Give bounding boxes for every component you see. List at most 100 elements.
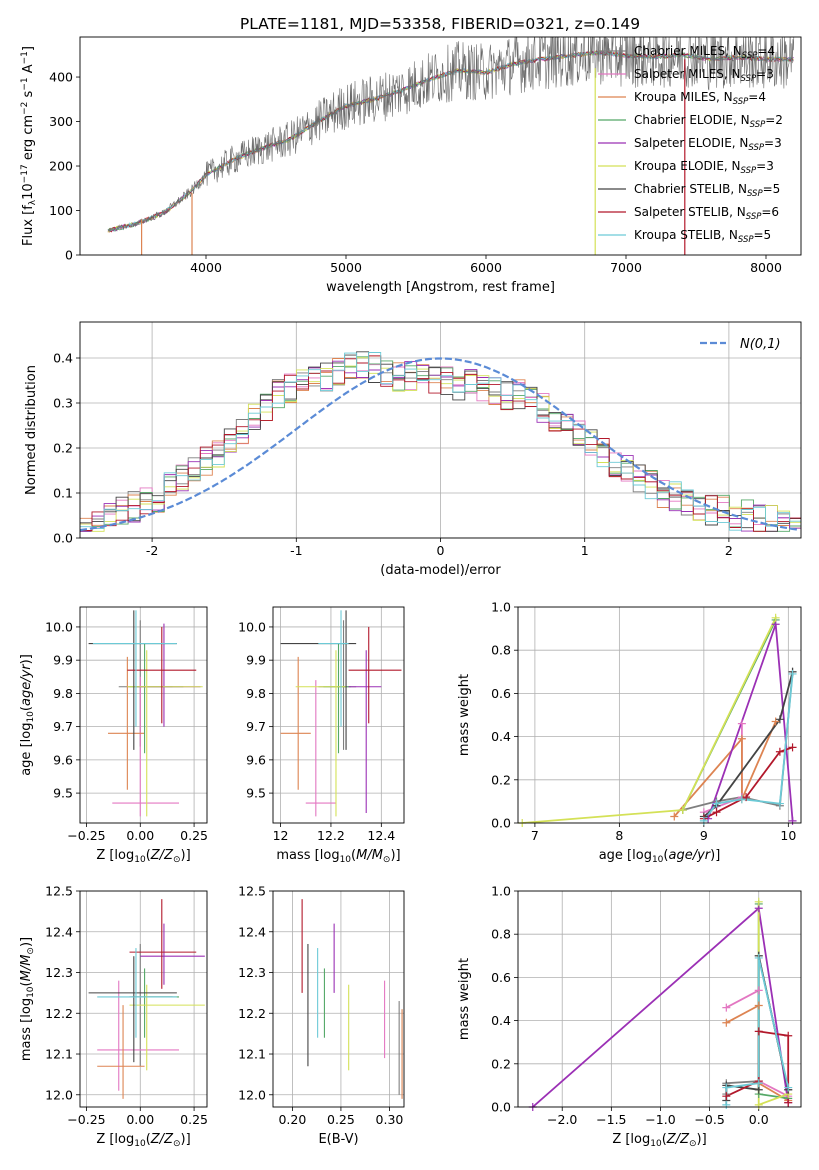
y-tick-label: 9.6 bbox=[246, 752, 266, 767]
x-axis-label-part: ⊙ bbox=[689, 1139, 697, 1149]
x-tick-label: 10 bbox=[780, 828, 796, 843]
x-tick-label: −1.5 bbox=[596, 1112, 626, 1127]
y-tick-label: 12.4 bbox=[238, 924, 266, 939]
x-axis-label: mass [log10(M/M⊙)] bbox=[276, 848, 400, 865]
x-axis-label: Z [log10(Z/Z⊙)] bbox=[96, 1132, 190, 1149]
y-tick-label: 10.0 bbox=[45, 619, 73, 634]
x-tick-label: 4000 bbox=[190, 260, 222, 275]
plot-area-age_vs_mass bbox=[273, 607, 404, 823]
x-tick-label: -1 bbox=[290, 543, 302, 558]
y-tick-label: 0.8 bbox=[491, 927, 511, 942]
y-tick-label: 9.6 bbox=[53, 752, 73, 767]
legend-entry-sub: SSP bbox=[746, 212, 762, 222]
axes-frame bbox=[79, 890, 208, 1108]
axes-frame bbox=[517, 890, 802, 1108]
x-axis-label-part: ⊙ bbox=[173, 1139, 181, 1149]
x-tick-label: −0.25 bbox=[67, 1112, 105, 1127]
weight-point-marker bbox=[742, 793, 751, 802]
histogram-step-line bbox=[80, 352, 801, 531]
y-tick-label: 0.0 bbox=[491, 816, 511, 831]
x-tick-label: 1 bbox=[581, 543, 589, 558]
y-tick-label: 0.1 bbox=[53, 486, 73, 501]
y-tick-label: 0.6 bbox=[491, 970, 511, 985]
legend-entry-sub: SSP bbox=[747, 189, 763, 199]
y-tick-label: 300 bbox=[49, 114, 73, 129]
y-tick-label: 0.2 bbox=[491, 772, 511, 787]
x-tick-label: −1.0 bbox=[645, 1112, 675, 1127]
x-axis-label-part: 10 bbox=[650, 1139, 662, 1149]
x-tick-label: 0.00 bbox=[126, 828, 154, 843]
x-axis-label-part: Z [log bbox=[612, 1132, 650, 1147]
y-tick-label: 12.2 bbox=[45, 1006, 73, 1021]
y-axis-label-part: −17 bbox=[20, 164, 30, 183]
weight-point-marker bbox=[722, 1018, 731, 1027]
x-axis-label: (data-model)/error bbox=[380, 563, 501, 578]
weight-point-marker bbox=[712, 808, 721, 817]
y-axis-label-part: erg cm bbox=[21, 115, 36, 164]
y-tick-label: 1.0 bbox=[491, 600, 511, 615]
legend-entry-main: Chabrier STELIB, N bbox=[634, 182, 747, 196]
y-axis-label-part: age [log bbox=[19, 723, 34, 776]
y-axis-label: mass weight bbox=[457, 674, 472, 756]
weight-point-marker bbox=[722, 1100, 731, 1109]
histogram-step-line bbox=[80, 355, 801, 532]
y-axis-label: mass [log10(M/M⊙)] bbox=[19, 937, 36, 1061]
x-tick-label: 0 bbox=[437, 543, 445, 558]
panel-mass_vs_EBV: 0.20 0.25 0.30 12.0 12.1 12.2 12.3 12.4 12.5 E(B-… bbox=[238, 884, 405, 1147]
x-tick-label: 0.0 bbox=[749, 1112, 769, 1127]
weight-point-marker bbox=[788, 669, 797, 678]
x-axis-label: Z [log10(Z/Z⊙)] bbox=[96, 848, 190, 865]
figure-title: PLATE=1181, MJD=53358, FIBERID=0321, z=0… bbox=[240, 15, 640, 33]
weight-point-marker bbox=[737, 734, 746, 743]
axes-frame bbox=[272, 890, 405, 1108]
legend-entry-main: Salpeter ELODIE, N bbox=[634, 136, 748, 150]
y-axis-label-part: −2 bbox=[20, 102, 30, 115]
x-tick-label: 0.30 bbox=[376, 1112, 404, 1127]
y-tick-label: 1.0 bbox=[491, 884, 511, 899]
weight-point-marker bbox=[722, 1003, 731, 1012]
legend-entry: Kroupa MILES, NSSP=4 bbox=[634, 90, 766, 107]
gaussian-reference-line bbox=[80, 357, 799, 532]
x-tick-label: 8000 bbox=[750, 260, 782, 275]
plot-area-age_vs_Z bbox=[80, 607, 207, 823]
weight-line bbox=[673, 721, 777, 818]
x-tick-label: 5000 bbox=[330, 260, 362, 275]
y-tick-label: 0.2 bbox=[53, 441, 73, 456]
panel-mass_vs_Z: −0.25 0.00 0.25 12.0 12.1 12.2 12.3 12.4 12.5 Z [… bbox=[19, 884, 208, 1150]
x-axis-label-part: M/M bbox=[356, 848, 383, 863]
y-axis-label-part: ] bbox=[21, 46, 36, 51]
legend-entry-sub: SSP bbox=[741, 74, 757, 84]
panel-weight_vs_Z: −2.0 −1.5 −1.0 −0.5 0.0 0.0 0.2 0.4 0.6 0.8 1.0 Z [… bbox=[457, 884, 802, 1149]
x-tick-label: 8 bbox=[615, 828, 623, 843]
plot-area-weight_vs_Z bbox=[518, 891, 801, 1107]
x-tick-label: −2.0 bbox=[547, 1112, 577, 1127]
x-axis-label-part: ( bbox=[351, 848, 356, 863]
x-axis-label-part: ( bbox=[146, 1132, 151, 1147]
weight-point-marker bbox=[754, 1079, 763, 1088]
x-tick-label: −0.5 bbox=[694, 1112, 724, 1127]
x-axis-label-part: ( bbox=[663, 848, 668, 863]
plot-area-spectrum bbox=[107, 37, 795, 255]
weight-point-marker bbox=[722, 1083, 731, 1092]
y-tick-label: 9.9 bbox=[53, 653, 73, 668]
legend-entry: Kroupa STELIB, NSSP=5 bbox=[634, 228, 771, 245]
x-axis-label-part: 10 bbox=[134, 855, 146, 865]
x-tick-label: 0.25 bbox=[180, 828, 208, 843]
x-tick-label: 9 bbox=[700, 828, 708, 843]
weight-point-marker bbox=[737, 795, 746, 804]
x-axis-label: age [log10(age/yr)] bbox=[599, 848, 721, 865]
weight-point-marker bbox=[775, 747, 784, 756]
y-axis-label-part: ⊙ bbox=[26, 947, 36, 955]
y-tick-label: 12.3 bbox=[238, 965, 266, 980]
x-axis-label: wavelength [Angstrom, rest frame] bbox=[326, 280, 555, 295]
y-tick-label: 0.6 bbox=[491, 686, 511, 701]
legend-entry-main: Chabrier ELODIE, N bbox=[634, 113, 750, 127]
x-tick-label: 0.20 bbox=[278, 1112, 306, 1127]
legend-entry-main: Kroupa ELODIE, N bbox=[634, 159, 741, 173]
x-axis-label-part: Z/Z bbox=[666, 1132, 690, 1147]
x-axis-label-part: Z [log bbox=[96, 1132, 134, 1147]
y-tick-label: 12.0 bbox=[45, 1087, 73, 1102]
plot-area-mass_vs_EBV bbox=[273, 891, 404, 1107]
legend-entry: Chabrier ELODIE, NSSP=2 bbox=[634, 113, 783, 130]
